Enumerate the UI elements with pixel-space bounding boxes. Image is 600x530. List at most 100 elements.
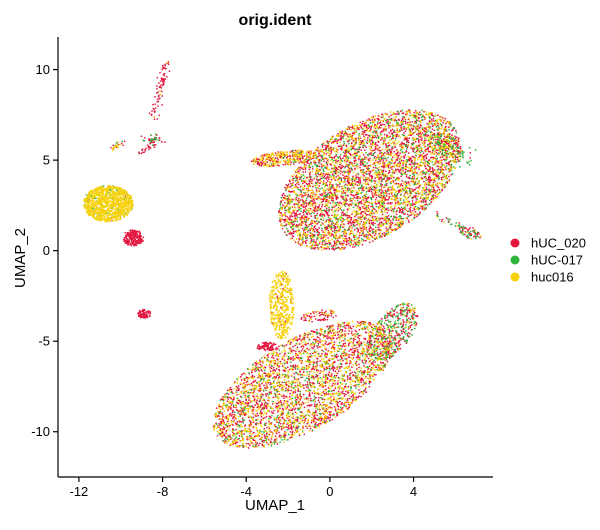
data-point bbox=[247, 404, 249, 407]
data-point bbox=[393, 313, 395, 315]
data-point bbox=[319, 182, 321, 185]
data-point bbox=[350, 222, 352, 225]
data-point bbox=[391, 201, 393, 204]
data-point bbox=[424, 165, 427, 168]
data-point bbox=[324, 380, 327, 383]
data-point bbox=[324, 335, 327, 337]
data-point bbox=[276, 348, 279, 350]
data-point bbox=[412, 150, 415, 153]
data-point bbox=[245, 442, 248, 445]
data-point bbox=[285, 426, 288, 428]
data-point bbox=[313, 417, 316, 420]
data-point bbox=[256, 347, 259, 350]
data-point bbox=[349, 325, 351, 328]
data-point bbox=[294, 184, 297, 186]
data-point bbox=[253, 431, 255, 434]
data-point bbox=[419, 136, 422, 138]
data-point bbox=[348, 354, 350, 356]
data-point bbox=[420, 177, 423, 179]
data-point bbox=[234, 422, 237, 424]
data-point bbox=[321, 243, 324, 246]
data-point bbox=[380, 191, 383, 194]
data-point bbox=[349, 327, 352, 329]
data-point bbox=[294, 241, 297, 244]
data-point bbox=[236, 401, 238, 404]
data-point bbox=[333, 240, 336, 243]
data-point bbox=[323, 392, 326, 395]
data-point bbox=[259, 385, 261, 388]
data-point bbox=[406, 334, 409, 337]
data-point bbox=[323, 369, 326, 371]
data-point bbox=[258, 390, 261, 393]
data-point bbox=[358, 239, 361, 242]
data-point bbox=[372, 196, 374, 198]
data-point bbox=[411, 120, 414, 123]
data-point bbox=[347, 222, 350, 225]
data-point bbox=[270, 342, 273, 345]
data-point bbox=[340, 148, 343, 151]
data-point bbox=[271, 356, 273, 359]
data-point bbox=[464, 230, 467, 233]
data-point bbox=[322, 236, 325, 239]
data-point bbox=[355, 197, 358, 200]
data-point bbox=[154, 96, 156, 98]
data-point bbox=[336, 403, 339, 406]
data-point bbox=[354, 215, 356, 218]
data-point bbox=[407, 331, 410, 334]
data-point bbox=[317, 205, 320, 208]
data-point bbox=[355, 330, 358, 333]
data-point bbox=[148, 137, 150, 140]
data-point bbox=[358, 234, 361, 237]
data-point bbox=[397, 168, 400, 171]
data-point bbox=[161, 104, 163, 106]
data-point bbox=[316, 424, 319, 426]
data-point bbox=[370, 190, 373, 193]
data-point bbox=[331, 248, 333, 250]
data-point bbox=[332, 199, 335, 202]
data-point bbox=[417, 141, 420, 143]
data-point bbox=[318, 242, 321, 245]
data-point bbox=[299, 169, 301, 171]
data-point bbox=[258, 162, 261, 165]
data-point bbox=[436, 114, 439, 117]
data-point bbox=[257, 414, 259, 417]
data-point bbox=[231, 413, 234, 416]
data-point bbox=[328, 371, 331, 374]
data-point bbox=[129, 231, 132, 233]
data-point bbox=[250, 160, 253, 163]
data-point bbox=[401, 142, 404, 145]
data-point bbox=[361, 361, 364, 363]
data-point bbox=[309, 235, 312, 237]
data-point bbox=[354, 338, 356, 341]
data-point bbox=[141, 149, 143, 152]
data-point bbox=[246, 402, 248, 405]
data-point bbox=[381, 236, 383, 238]
data-point bbox=[430, 156, 433, 159]
data-point bbox=[247, 442, 250, 445]
data-point bbox=[448, 175, 450, 178]
data-point bbox=[442, 169, 445, 171]
data-point bbox=[299, 335, 301, 338]
data-point bbox=[271, 344, 274, 346]
data-point bbox=[221, 428, 224, 430]
data-point bbox=[391, 330, 394, 332]
data-point bbox=[343, 395, 346, 397]
data-point bbox=[298, 381, 301, 384]
data-point bbox=[269, 346, 272, 349]
data-point bbox=[328, 191, 331, 194]
data-point bbox=[345, 241, 348, 244]
data-point bbox=[427, 134, 430, 137]
data-point bbox=[436, 212, 439, 215]
data-point bbox=[165, 67, 167, 70]
data-point bbox=[389, 312, 391, 314]
data-point bbox=[380, 185, 383, 188]
data-point bbox=[244, 394, 247, 397]
data-point bbox=[315, 189, 318, 191]
data-point bbox=[358, 395, 360, 397]
data-point bbox=[316, 357, 319, 360]
data-point bbox=[441, 117, 444, 119]
data-point bbox=[380, 351, 382, 353]
data-point bbox=[312, 185, 314, 188]
data-point bbox=[265, 433, 268, 436]
data-point bbox=[140, 152, 143, 155]
